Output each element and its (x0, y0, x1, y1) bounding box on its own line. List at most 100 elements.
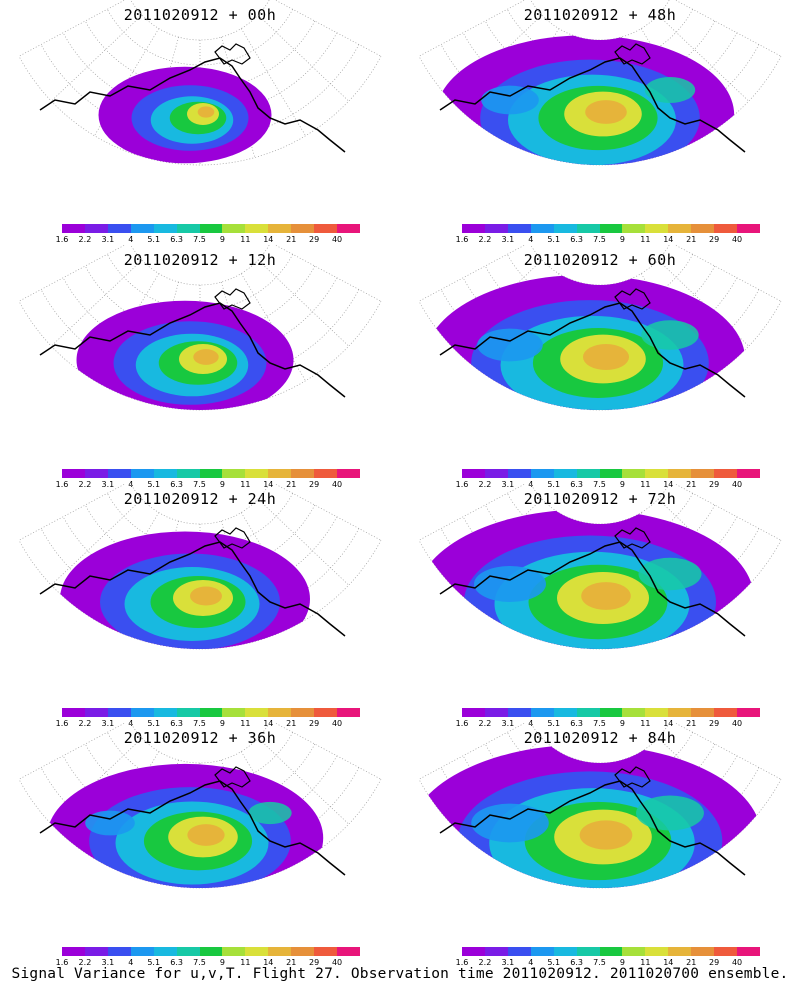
variance-map (18, 245, 382, 411)
colorbar-tick-label: 29 (309, 958, 320, 967)
forecast-panel: 2011020912 + 72h 1.6 2.2 3.1 4 5.1 6.3 7.5 9 11 14… (400, 484, 800, 729)
colorbar-tick-label: 7.5 (193, 719, 206, 728)
colorbar-swatch (337, 469, 360, 478)
colorbar-swatch (691, 469, 715, 478)
colorbar-tick-label: 29 (309, 719, 320, 728)
panel-title: 2011020912 + 60h (523, 251, 677, 269)
colorbar-swatch (462, 947, 485, 956)
colorbar-tick-label: 7.5 (593, 958, 606, 967)
colorbar-swatch (245, 947, 269, 956)
colorbar-swatch (599, 224, 623, 233)
colorbar-swatch (153, 708, 177, 717)
colorbar-swatch (222, 708, 246, 717)
colorbar-swatch (462, 224, 485, 233)
colorbar-swatch (645, 469, 669, 478)
colorbar-tick-label: 14 (663, 480, 674, 489)
colorbar-swatch (176, 469, 200, 478)
colorbar-swatch (462, 469, 485, 478)
colorbar-tick-label: 29 (709, 719, 720, 728)
colorbar-swatch (176, 224, 200, 233)
colorbar-swatch (484, 469, 508, 478)
colorbar-swatch (507, 947, 531, 956)
colorbar-tick-label: 11 (640, 480, 651, 489)
colorbar-swatch (291, 224, 315, 233)
arctic-islands (614, 527, 651, 549)
colorbar-swatch (314, 224, 338, 233)
arctic-islands (614, 43, 651, 65)
colorbar-tick-label: 14 (263, 958, 274, 967)
colorbar-tick-label: 1.6 (55, 958, 69, 967)
colorbar-tick-label: 29 (309, 480, 320, 489)
colorbar-tick-label: 3.1 (101, 958, 115, 967)
graticule (18, 245, 382, 411)
colorbar-tick-label: 5.1 (147, 480, 161, 489)
colorbar-swatch (484, 947, 508, 956)
colorbar-swatch (691, 224, 715, 233)
colorbar-swatch (622, 469, 646, 478)
colorbar-swatch (153, 947, 177, 956)
variance-map (418, 0, 782, 166)
colorbar (62, 469, 360, 478)
colorbar-tick-label: 6.3 (570, 958, 583, 967)
variance-map (18, 723, 382, 889)
colorbar-swatch (714, 708, 738, 717)
colorbar-tick-label: 40 (331, 235, 343, 244)
colorbar-tick-label: 40 (331, 958, 343, 967)
variance-field (46, 763, 324, 888)
colorbar-tick-label: 7.5 (193, 480, 206, 489)
colorbar-labels: 1.6 2.2 3.1 4 5.1 6.3 7.5 9 11 14 21 29 40 (56, 235, 360, 245)
colorbar-swatch (530, 947, 554, 956)
colorbar-swatch (84, 469, 108, 478)
arctic-islands (214, 766, 251, 788)
colorbar-tick-label: 7.5 (193, 958, 206, 967)
colorbar-swatch (462, 708, 485, 717)
variance-map (418, 484, 782, 650)
colorbar-swatch (530, 469, 554, 478)
colorbar-swatch (107, 224, 131, 233)
panel-title: 2011020912 + 12h (123, 251, 277, 269)
colorbar-tick-label: 21 (686, 719, 697, 728)
colorbar-swatch (62, 469, 85, 478)
colorbar-swatch (84, 708, 108, 717)
colorbar-swatch (714, 947, 738, 956)
colorbar-swatch (199, 469, 223, 478)
colorbar-tick-label: 2.2 (478, 480, 492, 489)
colorbar-swatch (484, 224, 508, 233)
variance-map (418, 245, 782, 411)
colorbar-tick-label: 7.5 (193, 235, 206, 244)
colorbar-tick-label: 7.5 (593, 480, 606, 489)
colorbar-tick-label: 3.1 (101, 235, 115, 244)
variance-map (18, 484, 382, 650)
colorbar-labels: 1.6 2.2 3.1 4 5.1 6.3 7.5 9 11 14 21 29 40 (456, 235, 760, 245)
colorbar-swatch (737, 224, 760, 233)
colorbar-swatch (553, 469, 577, 478)
colorbar-tick-label: 21 (286, 480, 297, 489)
colorbar-tick-label: 4 (528, 480, 534, 489)
colorbar-swatch (245, 469, 269, 478)
colorbar-tick-label: 40 (331, 480, 343, 489)
colorbar-swatch (268, 224, 292, 233)
colorbar-tick-label: 29 (709, 480, 720, 489)
colorbar-swatch (176, 708, 200, 717)
colorbar-tick-label: 11 (240, 235, 251, 244)
colorbar-swatch (507, 224, 531, 233)
figure-caption: Signal Variance for u,v,T. Flight 27. Ob… (11, 966, 789, 982)
arctic-islands (614, 288, 651, 310)
colorbar-tick-label: 2.2 (478, 719, 492, 728)
panel-title: 2011020912 + 84h (523, 729, 677, 747)
colorbar-swatch (599, 947, 623, 956)
arctic-islands (614, 766, 651, 788)
arctic-islands (214, 43, 251, 65)
colorbar-tick-label: 11 (640, 235, 651, 244)
colorbar-swatch (668, 947, 692, 956)
colorbar-tick-label: 9 (619, 480, 625, 489)
colorbar-tick-label: 6.3 (570, 235, 583, 244)
variance-field (435, 35, 735, 165)
colorbar-tick-label: 14 (663, 235, 674, 244)
colorbar-tick-label: 2.2 (78, 958, 92, 967)
panel-title: 2011020912 + 36h (123, 729, 277, 747)
colorbar-swatch (737, 469, 760, 478)
colorbar-tick-label: 21 (286, 235, 297, 244)
colorbar-swatch (507, 708, 531, 717)
colorbar-swatch (737, 947, 760, 956)
